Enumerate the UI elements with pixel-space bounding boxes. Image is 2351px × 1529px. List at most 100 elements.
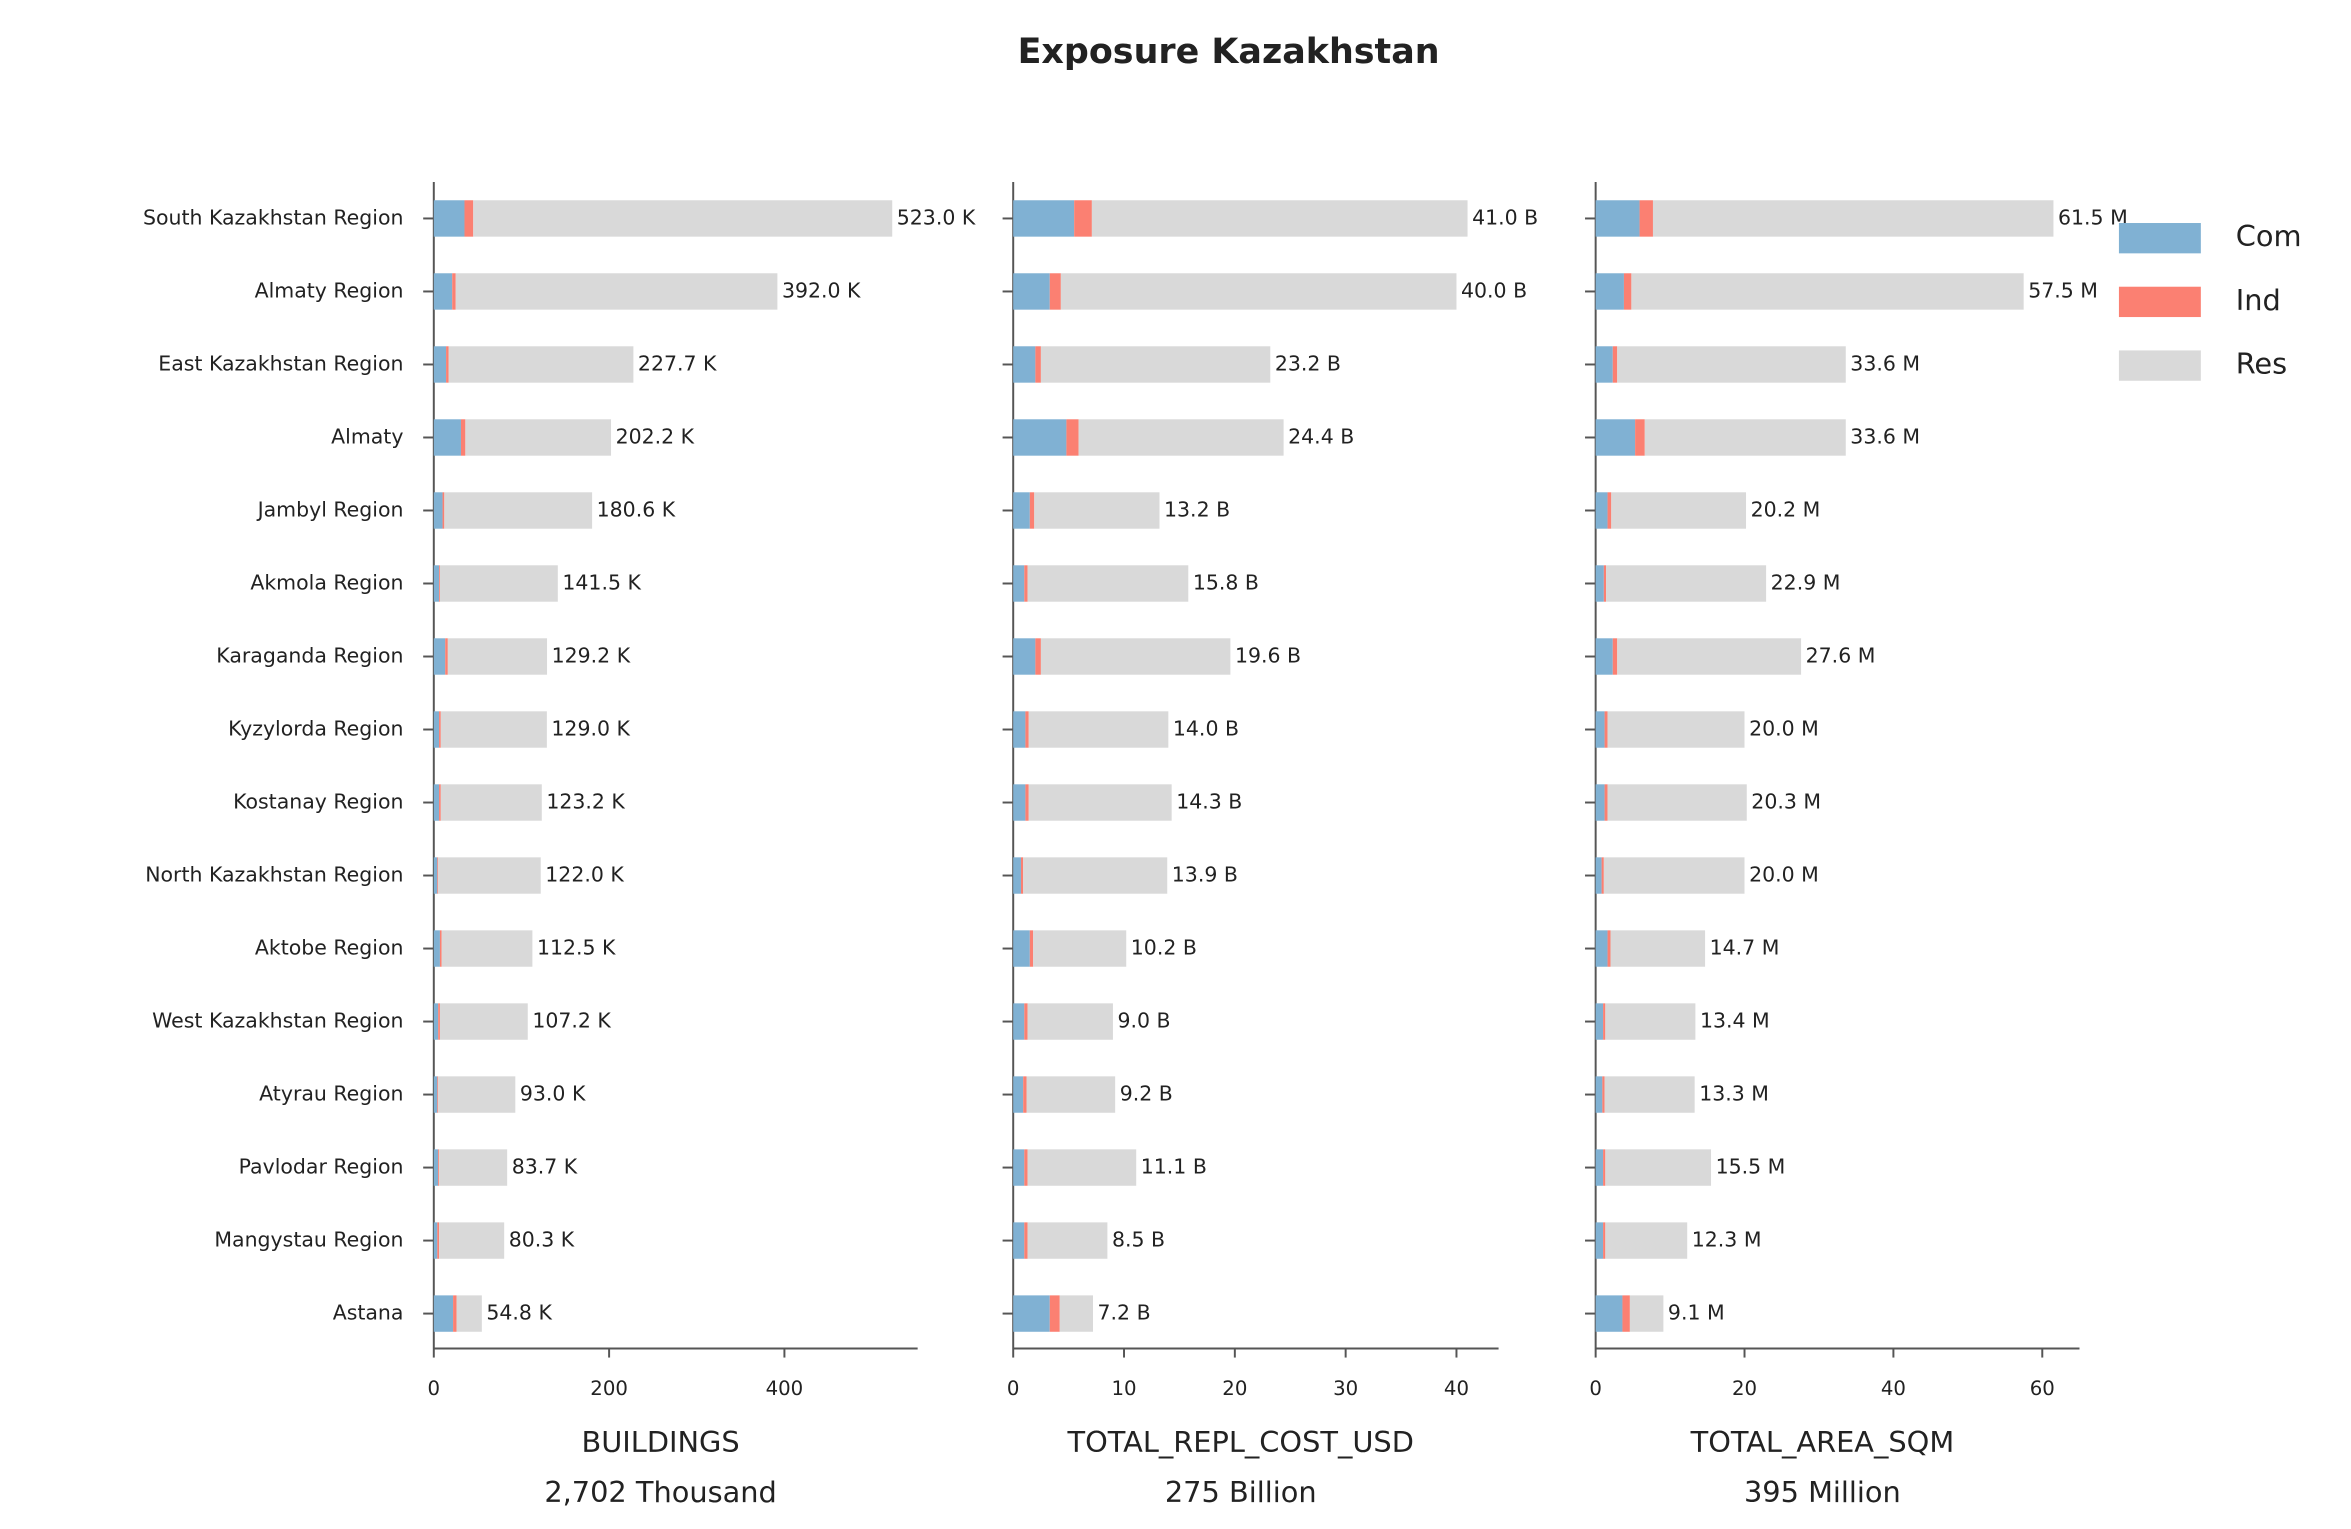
legend-label: Com (2236, 219, 2302, 253)
value-label: 93.0 K (520, 1082, 586, 1106)
value-label: 523.0 K (897, 205, 976, 229)
value-label: 180.6 K (597, 497, 676, 521)
chart-title: Exposure Kazakhstan (1018, 32, 1440, 72)
bar-segment (433, 638, 446, 675)
bar-segment (1025, 784, 1029, 821)
bar-segment (1595, 200, 1640, 237)
value-label: 227.7 K (638, 351, 717, 375)
bar-segment (1606, 565, 1767, 602)
bar-segment (1020, 857, 1024, 894)
value-label: 20.0 M (1749, 717, 1819, 741)
bar-segment (456, 1295, 482, 1332)
x-tick-label: 10 (1111, 1377, 1136, 1400)
bar-segment (1595, 565, 1604, 602)
bar-segment (448, 346, 634, 383)
bar-segment (1013, 1295, 1050, 1332)
bar-segment (1623, 273, 1632, 310)
value-label: 112.5 K (537, 936, 616, 960)
bar-segment (1049, 273, 1061, 310)
bar-segment (1027, 565, 1189, 602)
bar-segment (1059, 1295, 1093, 1332)
bar-segment (1607, 930, 1611, 967)
legend-label: Ind (2236, 283, 2281, 317)
value-label: 129.0 K (551, 717, 630, 741)
bar-segment (1013, 711, 1026, 748)
bar-segment (1066, 419, 1079, 456)
bar-segment (440, 711, 547, 748)
bar-segment (455, 273, 778, 310)
bar-segment (1025, 711, 1029, 748)
y-tick-label: West Kazakhstan Region (152, 1009, 403, 1033)
bar-segment (1595, 1076, 1603, 1113)
bar-segment (433, 857, 438, 894)
bar-segment (1078, 419, 1284, 456)
bar-segment (1603, 1149, 1606, 1186)
bar-segment (1013, 1003, 1025, 1040)
x-tick-label: 200 (590, 1377, 628, 1400)
value-label: 20.2 M (1751, 497, 1821, 521)
x-tick-label: 40 (1881, 1377, 1906, 1400)
bar-segment (1595, 1149, 1604, 1186)
bar-segment (1013, 930, 1030, 967)
bar-segment (1605, 1003, 1696, 1040)
bar-segment (1652, 200, 2054, 237)
bar-segment (1013, 784, 1026, 821)
bar-segment (1603, 565, 1607, 602)
bar-segment (1027, 1149, 1137, 1186)
value-label: 83.7 K (512, 1155, 578, 1179)
value-label: 27.6 M (1806, 644, 1876, 668)
bar-segment (446, 346, 449, 383)
x-tick-label: 0 (428, 1377, 441, 1400)
bar-segment (433, 711, 440, 748)
y-tick-label: Kostanay Region (233, 790, 403, 814)
bar-segment (1074, 200, 1092, 237)
value-label: 8.5 B (1112, 1228, 1165, 1252)
bar-segment (1607, 784, 1747, 821)
bar-segment (1049, 1295, 1060, 1332)
bar-segment (433, 1222, 438, 1259)
bar-segment (1023, 1076, 1027, 1113)
bar-segment (1033, 930, 1127, 967)
bar-segment (439, 565, 558, 602)
bar-segment (1035, 638, 1041, 675)
bar-segment (437, 857, 439, 894)
bar-segment (1635, 419, 1645, 456)
bar-segment (1013, 346, 1036, 383)
bar-segment (442, 492, 445, 529)
bar-segment (1607, 492, 1612, 529)
value-label: 11.1 B (1141, 1155, 1207, 1179)
bar-segment (1604, 1076, 1695, 1113)
bar-segment (438, 1003, 440, 1040)
bar-segment (439, 1222, 505, 1259)
bar-segment (438, 1149, 440, 1186)
value-label: 13.2 B (1164, 497, 1230, 521)
bar-segment (440, 784, 542, 821)
bar-segment (437, 1222, 440, 1259)
x-tick-label: 60 (2030, 1377, 2055, 1400)
bar-segment (433, 565, 440, 602)
bar-segment (1595, 273, 1624, 310)
value-label: 14.3 B (1176, 790, 1242, 814)
bar-segment (1644, 419, 1846, 456)
x-axis-label: TOTAL_REPL_COST_USD (1067, 1425, 1414, 1459)
x-tick-label: 20 (1222, 1377, 1247, 1400)
legend-label: Res (2236, 347, 2287, 381)
value-label: 107.2 K (532, 1009, 611, 1033)
bar-segment (1605, 1149, 1712, 1186)
bar-segment (1604, 711, 1608, 748)
bar-segment (1024, 1003, 1028, 1040)
value-label: 13.9 B (1172, 863, 1238, 887)
y-tick-label: Almaty (331, 424, 403, 448)
bar-segment (1028, 711, 1169, 748)
value-label: 9.0 B (1117, 1009, 1170, 1033)
bar-segment (452, 273, 456, 310)
bar-segment (445, 638, 448, 675)
bar-segment (1595, 1295, 1623, 1332)
bar-segment (1595, 419, 1636, 456)
bar-segment (433, 200, 465, 237)
bar-segment (1024, 1222, 1028, 1259)
bar-segment (1603, 1003, 1606, 1040)
bar-segment (437, 1076, 439, 1113)
bar-segment (433, 930, 440, 967)
value-label: 12.3 M (1692, 1228, 1762, 1252)
